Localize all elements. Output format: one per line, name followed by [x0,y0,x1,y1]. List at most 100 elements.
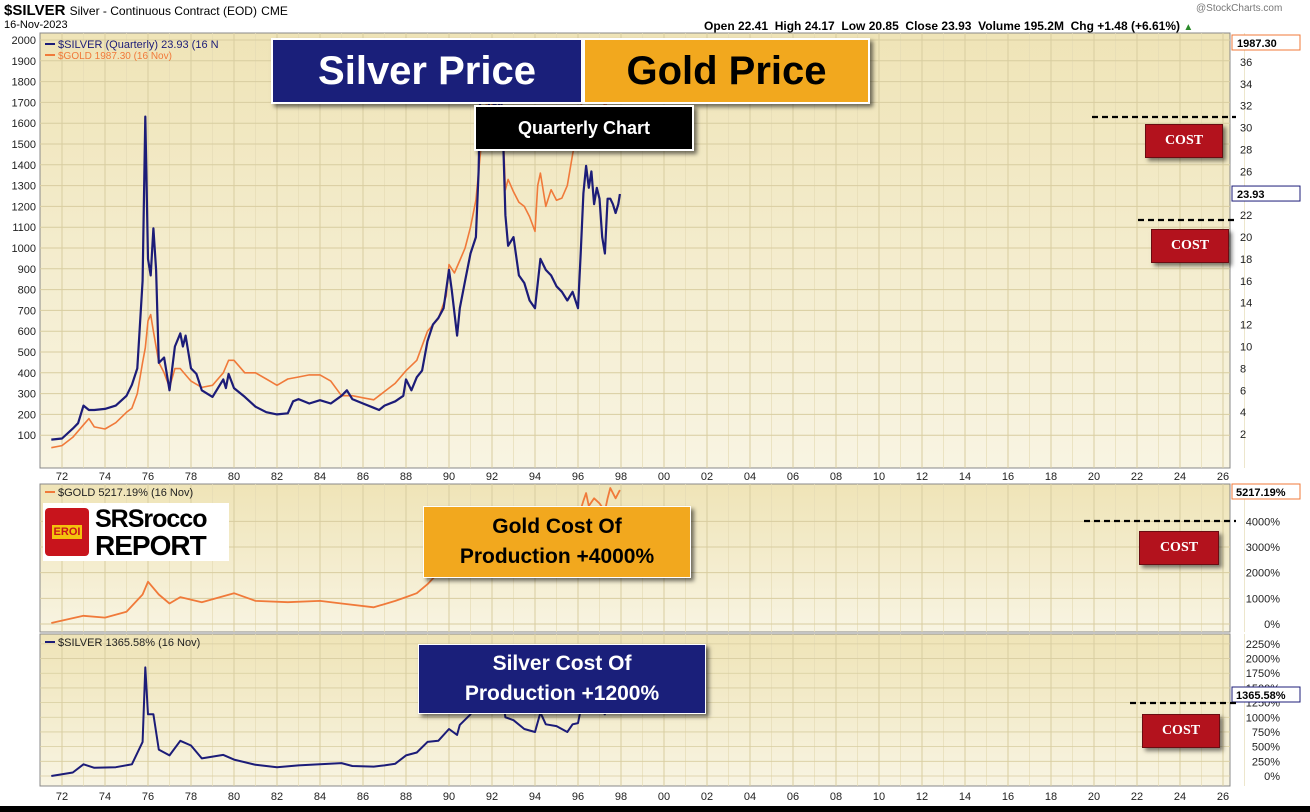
x-tick-main: 24 [1174,471,1186,483]
gold-pct-tick: 3000% [1246,542,1280,554]
left-tick: 200 [18,409,36,421]
silver-percent-cost-badge: COST [1142,714,1220,748]
right-tick: 4 [1240,407,1246,419]
watermark: @StockCharts.com [1196,3,1283,14]
x-tick-main: 94 [529,471,541,483]
logo-line1: SRSrocco [95,505,207,533]
left-tick: 800 [18,285,36,297]
right-tick: 6 [1240,385,1246,397]
x-tick-bottom: 76 [142,791,154,803]
right-tick: 26 [1240,166,1252,178]
x-tick-main: 76 [142,471,154,483]
legend-gold: $GOLD 1987.30 (16 Nov) [58,51,172,62]
gold-pct-tick: 1000% [1246,593,1280,605]
silver-pct-tag: 1365.58% [1236,690,1286,702]
x-tick-main: 88 [400,471,412,483]
silver-last-tag-box [1231,185,1301,202]
logo-badge-text: EROI [51,525,83,539]
silver-cost-badge: COST [1151,229,1229,263]
x-tick-bottom: 12 [916,791,928,803]
x-tick-bottom: 96 [572,791,584,803]
gold-pct-tick: 4000% [1246,516,1280,528]
ohlc-text: Open 22.41 High 24.17 Low 20.85 Close 23… [704,19,1180,33]
silver-last-tag: 23.93 [1237,189,1265,201]
x-tick-bottom: 24 [1174,791,1186,803]
left-tick: 1000 [12,243,36,255]
silver-cost-line1: Silver Cost Of [492,652,632,675]
x-tick-bottom: 98 [615,791,627,803]
x-tick-bottom: 14 [959,791,971,803]
legend-silver-pct: $SILVER 1365.58% (16 Nov) [58,637,200,649]
x-tick-main: 26 [1217,471,1229,483]
ohlc-readout: Open 22.41 High 24.17 Low 20.85 Close 23… [704,19,1193,33]
x-tick-bottom: 84 [314,791,326,803]
left-tick: 400 [18,368,36,380]
x-tick-main: 82 [271,471,283,483]
chart-header: $SILVER Silver - Continuous Contract (EO… [4,2,288,19]
right-tick: 12 [1240,320,1252,332]
left-tick: 1500 [12,139,36,151]
gold-last-tag: 1987.30 [1237,38,1277,50]
x-tick-bottom: 88 [400,791,412,803]
gold-pct-tag-box [1231,483,1301,500]
x-tick-main: 02 [701,471,713,483]
right-tick: 14 [1240,298,1252,310]
x-tick-bottom: 08 [830,791,842,803]
x-tick-main: 80 [228,471,240,483]
x-tick-bottom: 94 [529,791,541,803]
silver-pct-tick: 1000% [1246,712,1280,724]
gold-pct-tick: 0% [1264,619,1280,631]
right-tick: 20 [1240,232,1252,244]
x-tick-main: 04 [744,471,756,483]
x-tick-bottom: 00 [658,791,670,803]
x-tick-main: 92 [486,471,498,483]
right-tick: 2 [1240,429,1246,441]
gold-percent-cost-badge: COST [1139,531,1219,565]
x-tick-bottom: 16 [1002,791,1014,803]
description-label: Silver - Continuous Contract (EOD) [69,4,257,18]
x-tick-bottom: 72 [56,791,68,803]
left-tick: 2000 [12,35,36,47]
quarterly-chart-label: Quarterly Chart [474,105,694,151]
x-tick-bottom: 10 [873,791,885,803]
x-tick-main: 74 [99,471,111,483]
x-tick-main: 00 [658,471,670,483]
x-tick-main: 72 [56,471,68,483]
x-tick-bottom: 92 [486,791,498,803]
x-tick-bottom: 86 [357,791,369,803]
bottom-rule [0,806,1310,812]
x-tick-main: 86 [357,471,369,483]
x-tick-bottom: 22 [1131,791,1143,803]
left-tick: 600 [18,326,36,338]
date-label: 16-Nov-2023 [4,19,68,31]
x-tick-main: 12 [916,471,928,483]
legend-silver: $SILVER (Quarterly) 23.93 (16 N [58,39,219,51]
x-tick-bottom: 02 [701,791,713,803]
x-tick-bottom: 04 [744,791,756,803]
silver-pct-tick: 2000% [1246,654,1280,666]
silver-pct-tick: 2250% [1246,639,1280,651]
silver-pct-tick: 0% [1264,771,1280,783]
x-tick-main: 16 [1002,471,1014,483]
left-tick: 1900 [12,56,36,68]
silver-percent-line [51,645,621,777]
left-tick: 100 [18,430,36,442]
gold-pct-tick: 2000% [1246,568,1280,580]
x-tick-bottom: 80 [228,791,240,803]
silver-pct-tick: 1750% [1246,668,1280,680]
gold-pct-tag: 5217.19% [1236,487,1286,499]
left-tick: 1600 [12,118,36,130]
logo-line2: REPORT [95,530,207,561]
exchange-label: CME [261,4,288,18]
x-tick-main: 96 [572,471,584,483]
left-tick: 700 [18,305,36,317]
x-tick-bottom: 78 [185,791,197,803]
left-tick: 1700 [12,97,36,109]
change-up-icon: ▲ [1183,22,1194,33]
right-tick: 30 [1240,123,1252,135]
x-tick-bottom: 18 [1045,791,1057,803]
silver-pct-tag-box [1231,686,1301,703]
x-tick-main: 98 [615,471,627,483]
left-tick: 1300 [12,181,36,193]
right-tick: 22 [1240,210,1252,222]
